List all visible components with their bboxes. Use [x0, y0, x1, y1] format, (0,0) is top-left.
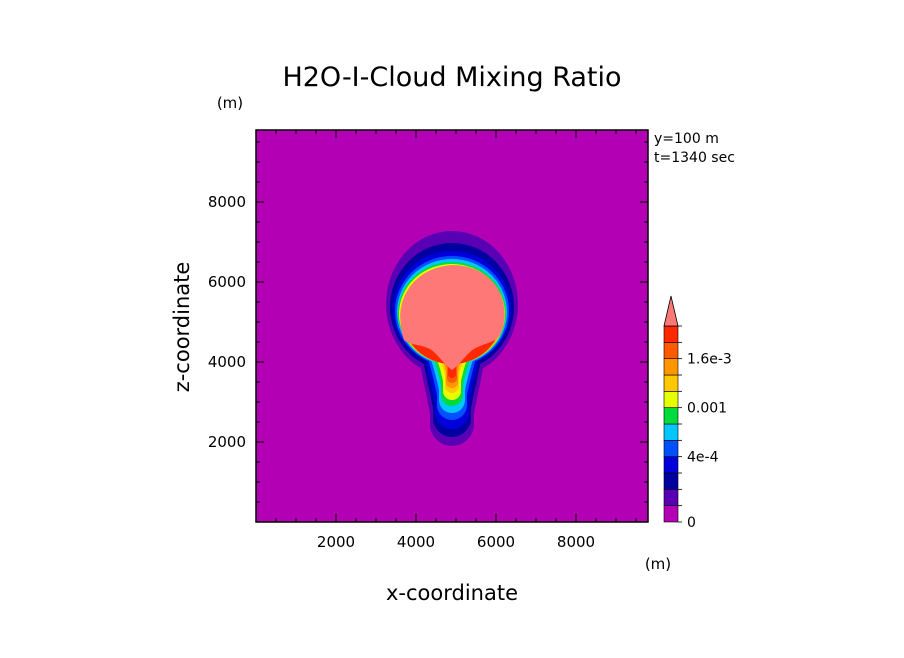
- colorbar-segment: [663, 391, 679, 408]
- y-tick-label: 4000: [208, 353, 246, 371]
- x-tick-label: 8000: [557, 533, 595, 551]
- colorbar-label: 0.001: [687, 401, 727, 417]
- annotation-time: t=1340 sec: [654, 150, 735, 166]
- chart-title: H2O-I-Cloud Mixing Ratio: [282, 62, 621, 93]
- colorbar-segment: [663, 423, 679, 441]
- colorbar-segment: [663, 505, 679, 523]
- x-tick-label: 6000: [477, 533, 515, 551]
- plot-frame: [255, 129, 649, 523]
- x-tick-label: 4000: [397, 533, 435, 551]
- colorbar-segment: [663, 472, 679, 490]
- x-axis-unit: (m): [645, 555, 671, 573]
- colorbar-extend-arrow: [663, 295, 679, 327]
- contour-core: [400, 265, 505, 370]
- colorbar-segment: [663, 342, 679, 359]
- annotation-y-position: y=100 m: [654, 131, 719, 147]
- colorbar-segment: [663, 440, 679, 457]
- colorbar-segment: [663, 489, 679, 506]
- y-tick-label: 6000: [208, 273, 246, 291]
- x-tick-label: 2000: [317, 533, 355, 551]
- colorbar-label: 1.6e-3: [687, 352, 732, 368]
- colorbar-segment: [663, 456, 679, 474]
- colorbar-segment: [663, 325, 679, 343]
- colorbar-label: 0: [687, 515, 696, 531]
- colorbar: 0 4e-4 0.001 1.6e-3: [663, 295, 732, 531]
- colorbar-segment: [663, 374, 679, 392]
- plot-axes: 2000 4000 6000 8000 2000 4000 6000 8000: [208, 129, 649, 551]
- y-tick-label: 8000: [208, 193, 246, 211]
- contour-field: [256, 130, 648, 522]
- colorbar-segment: [663, 358, 679, 376]
- y-axis-label: z-coordinate: [170, 262, 194, 393]
- colorbar-label: 4e-4: [687, 450, 719, 466]
- x-axis-label: x-coordinate: [386, 581, 518, 605]
- colorbar-segment: [663, 407, 679, 425]
- y-axis-unit: (m): [217, 94, 243, 112]
- y-tick-label: 2000: [208, 433, 246, 451]
